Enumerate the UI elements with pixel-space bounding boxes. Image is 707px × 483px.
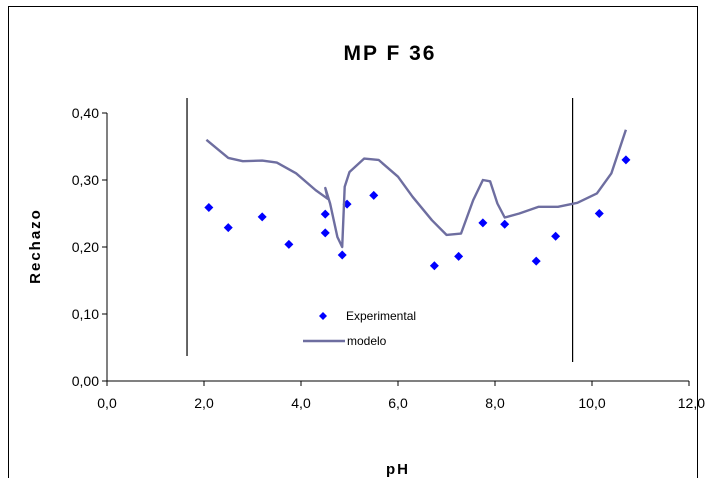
data-point-experimental	[320, 228, 330, 238]
x-tick-label: 6,0	[388, 395, 408, 411]
data-point-experimental	[204, 202, 214, 212]
data-point-experimental	[551, 231, 561, 241]
legend-marker-experimental	[319, 312, 327, 320]
y-tick-label: 0,10	[72, 306, 99, 322]
data-point-experimental	[223, 223, 233, 233]
x-tick-label: 4,0	[291, 395, 311, 411]
x-tick-label: 0,0	[97, 395, 117, 411]
y-tick-label: 0,00	[72, 373, 99, 389]
data-point-experimental	[454, 251, 464, 261]
data-point-experimental	[369, 190, 379, 200]
data-point-experimental	[621, 155, 631, 165]
x-tick-label: 10,0	[578, 395, 605, 411]
y-tick-label: 0,40	[72, 105, 99, 121]
y-tick-label: 0,20	[72, 239, 99, 255]
data-point-experimental	[478, 218, 488, 228]
data-point-experimental	[337, 250, 347, 260]
legend-label-modelo: modelo	[347, 334, 387, 348]
data-point-experimental	[284, 239, 294, 249]
x-tick-label: 2,0	[194, 395, 214, 411]
x-tick-label: 8,0	[485, 395, 505, 411]
series-line-modelo	[205, 129, 628, 249]
x-axis-label: pH	[386, 461, 410, 478]
chart-title: MP F 36	[344, 42, 437, 65]
data-point-experimental	[429, 261, 439, 271]
data-point-experimental	[320, 209, 330, 219]
legend: Experimental modelo	[303, 309, 416, 348]
plot-area: 0,00 0,10 0,20 0,30 0,40 0,0 2,0 4,0 6,0 8,0 10,0 1…	[72, 98, 705, 411]
data-point-experimental	[500, 219, 510, 229]
data-point-experimental	[531, 256, 541, 266]
y-axis-label: Rechazo	[27, 208, 44, 284]
chart-frame	[8, 6, 698, 478]
legend-label-experimental: Experimental	[346, 309, 416, 323]
x-tick-label: 12,0	[678, 395, 705, 411]
data-point-experimental	[257, 212, 267, 222]
y-tick-label: 0,30	[72, 172, 99, 188]
data-point-experimental	[594, 209, 604, 218]
